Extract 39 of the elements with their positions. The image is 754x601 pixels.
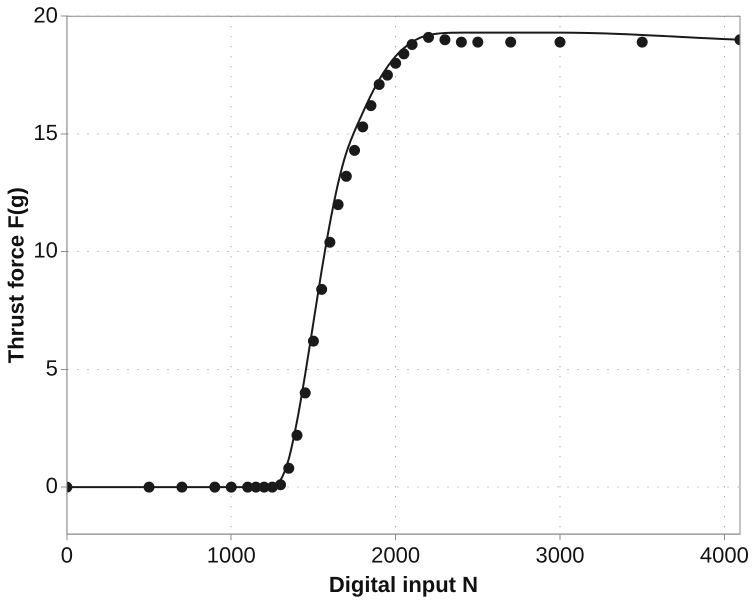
x-tick-label: 2000 [371,542,420,568]
y-axis-title: Thrust force F(g) [3,187,28,364]
point [398,48,410,60]
point [283,462,294,474]
point [374,78,385,90]
x-tick-label: 1000 [206,542,256,568]
y-tick-label: 20 [33,2,58,28]
point [365,100,376,112]
y-tick-label: 15 [33,120,58,145]
point [275,479,286,490]
point [505,36,516,48]
point [292,430,302,441]
point [349,144,360,156]
point [636,36,648,48]
point [316,284,328,295]
y-tick-label: 10 [33,238,58,263]
point [300,387,311,398]
y-tick-label: 5 [46,355,58,380]
point [439,34,450,46]
point [423,32,434,43]
point [340,170,352,182]
point [390,58,402,69]
point [406,38,418,50]
point [308,336,319,347]
x-axis-title: Digital input N [328,572,478,597]
point [357,121,368,132]
point [554,36,566,48]
point [456,36,467,48]
point [472,36,484,48]
point [382,70,393,81]
point [226,482,237,493]
point [324,236,336,248]
x-tick-label: 4000 [700,542,749,568]
point [332,199,344,210]
y-tick-label: 0 [46,473,58,498]
point [144,482,155,493]
x-tick-label: 3000 [536,542,584,568]
point [209,482,220,493]
point [176,482,188,493]
